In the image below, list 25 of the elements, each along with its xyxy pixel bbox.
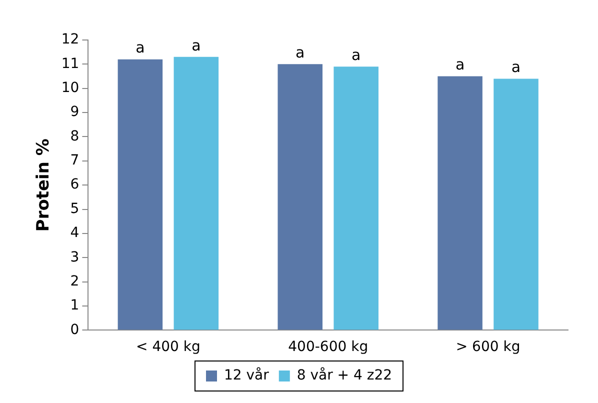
data-label: a	[455, 56, 465, 74]
y-tick-label: 2	[70, 273, 80, 290]
y-tick-label: 10	[61, 80, 80, 96]
data-label: a	[192, 36, 201, 54]
x-tick-label: < 400 kg	[136, 339, 200, 356]
legend-label: 8 vår + 4 z22	[296, 366, 392, 384]
y-tick-label: 5	[70, 200, 80, 217]
y-tick-label: 3	[70, 249, 80, 266]
x-tick-label: > 600 kg	[456, 339, 520, 356]
y-tick-label: 7	[70, 152, 80, 169]
data-label: a	[511, 58, 521, 76]
y-tick-label: 0	[70, 322, 80, 338]
data-label: a	[296, 44, 305, 62]
y-tick-label: 1	[70, 298, 80, 314]
y-tick-label: 11	[61, 56, 80, 72]
y-tick-label: 6	[70, 176, 80, 193]
y-tick-label: 12	[61, 32, 80, 48]
data-label: a	[136, 38, 145, 57]
y-tick-label: 9	[70, 104, 80, 120]
x-tick-label: 400-600 kg	[288, 339, 368, 356]
y-axis-title: Protein %	[34, 138, 54, 232]
data-label: a	[351, 46, 361, 64]
y-tick-label: 8	[70, 128, 80, 144]
y-tick-label: 4	[70, 225, 80, 242]
legend-label: 12 vår	[224, 366, 270, 384]
